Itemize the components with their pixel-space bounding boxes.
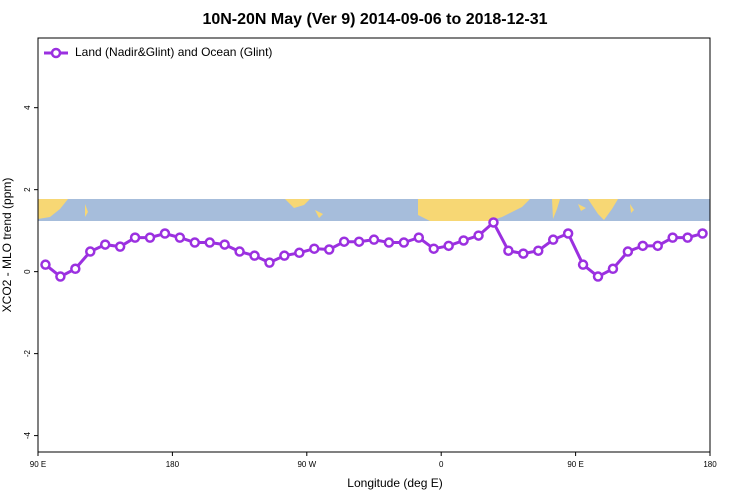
data-point xyxy=(547,234,559,245)
data-point xyxy=(99,239,111,250)
data-point xyxy=(637,240,649,252)
data-point xyxy=(577,259,589,270)
data-point xyxy=(607,263,619,275)
data-point xyxy=(652,240,663,252)
x-tick-label: 0 xyxy=(439,460,444,469)
map-strip xyxy=(38,199,710,221)
data-point xyxy=(562,228,574,239)
data-point xyxy=(85,246,96,257)
data-point xyxy=(294,247,305,259)
data-point xyxy=(473,230,484,241)
data-point xyxy=(129,232,141,243)
data-point xyxy=(443,240,454,252)
legend-marker xyxy=(50,47,62,59)
data-point xyxy=(383,237,395,248)
y-tick-label: -2 xyxy=(23,350,32,358)
data-point xyxy=(503,245,514,256)
data-point xyxy=(682,232,693,243)
data-point xyxy=(234,246,245,257)
data-point xyxy=(368,234,380,245)
x-tick-label: 180 xyxy=(703,460,717,469)
data-point xyxy=(309,243,320,254)
data-point xyxy=(622,246,634,257)
x-tick-label: 180 xyxy=(166,460,180,469)
data-point xyxy=(144,232,156,243)
data-point xyxy=(279,250,290,261)
y-tick-label: 2 xyxy=(23,187,32,192)
data-point xyxy=(219,239,230,250)
data-point xyxy=(458,235,469,246)
data-point xyxy=(697,228,708,239)
x-tick-label: 90 W xyxy=(297,460,316,469)
data-point xyxy=(204,237,215,248)
x-tick-label: 90 E xyxy=(567,460,583,469)
data-point xyxy=(264,257,275,268)
plot-frame xyxy=(37,37,711,453)
data-point xyxy=(174,232,186,243)
series-line xyxy=(44,220,703,279)
data-point xyxy=(159,228,171,239)
data-point xyxy=(114,241,126,252)
data-point xyxy=(413,232,425,243)
x-tick-label: 90 E xyxy=(30,460,46,469)
legend-label: Land (Nadir&Glint) and Ocean (Glint) xyxy=(75,45,272,59)
data-point xyxy=(55,271,66,282)
data-point xyxy=(40,259,51,270)
y-tick-label: 0 xyxy=(23,269,32,274)
data-point xyxy=(70,263,81,275)
data-point xyxy=(249,250,260,261)
data-point xyxy=(323,244,335,255)
data-point xyxy=(667,232,678,243)
data-point xyxy=(353,236,365,247)
data-point xyxy=(428,243,439,254)
data-point xyxy=(533,245,544,256)
data-point xyxy=(398,237,410,248)
y-tick-label: -4 xyxy=(23,432,32,440)
data-point xyxy=(488,217,499,228)
data-point xyxy=(189,237,201,248)
data-point xyxy=(338,236,350,247)
data-point xyxy=(592,271,604,282)
chart-title: 10N-20N May (Ver 9) 2014-09-06 to 2018-1… xyxy=(202,11,547,28)
y-axis-label: XCO2 - MLO trend (ppm) xyxy=(0,178,14,313)
x-axis-label: Longitude (deg E) xyxy=(347,476,442,490)
data-point xyxy=(518,248,529,259)
y-tick-label: 4 xyxy=(23,105,32,110)
